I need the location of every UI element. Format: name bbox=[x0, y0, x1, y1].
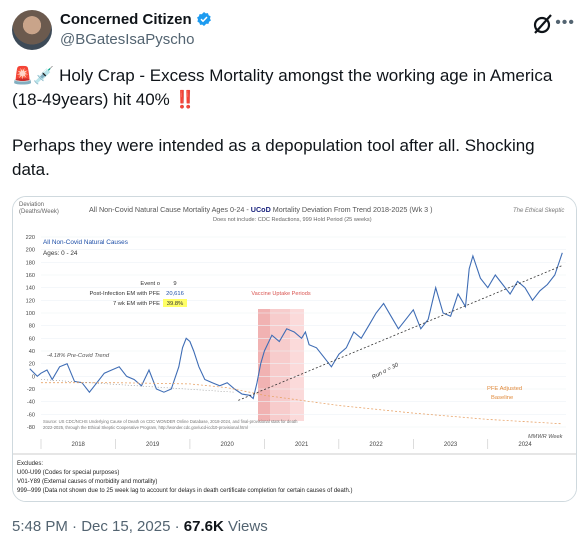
y-tick-label-9: 40 bbox=[29, 349, 35, 355]
more-options-icon[interactable]: ••• bbox=[555, 14, 575, 31]
y-tick-label-7: 80 bbox=[29, 324, 35, 330]
y-tick-label-11: 0 bbox=[32, 374, 35, 380]
vaccine-label: Vaccine Uptake Periods bbox=[251, 291, 310, 297]
y-tick-label-13: -40 bbox=[27, 400, 35, 406]
pfe-label-2: Baseline bbox=[491, 395, 513, 401]
x-year-label-6: 2024 bbox=[518, 442, 532, 448]
alert-syringe-emoji: 🚨💉 bbox=[12, 66, 55, 85]
double-exclamation-emoji: ‼️ bbox=[174, 90, 196, 109]
brand-label: The Ethical Skeptic bbox=[513, 208, 564, 214]
tweet-footer: 5:48 PM · Dec 15, 2025 · 67.6K Views bbox=[12, 518, 268, 535]
excludes-line-1: U00-U99 (Codes for special purposes) bbox=[17, 470, 119, 476]
y-tick-label-5: 120 bbox=[26, 298, 35, 304]
y-tick-label-15: -80 bbox=[27, 425, 35, 431]
stat-highlight bbox=[163, 299, 187, 307]
source-line-1: Source: US CDC/NCHS Underlying Cause of … bbox=[43, 419, 298, 424]
mmwr-week-label: MMWR Week bbox=[528, 434, 564, 440]
verified-badge-icon bbox=[197, 12, 211, 26]
excludes-line-0: Excludes: bbox=[17, 461, 43, 467]
series-label: All Non-Covid Natural Causes bbox=[43, 239, 128, 246]
stat-value-0: 9 bbox=[173, 281, 176, 287]
pre-covid-trend-label: -4.18% Pre-Covid Trend bbox=[47, 353, 110, 359]
y-tick-label-8: 60 bbox=[29, 336, 35, 342]
y-tick-label-6: 100 bbox=[26, 311, 35, 317]
views-label: Views bbox=[227, 518, 268, 535]
chart-subtitle: Does not include: CDC Redactions, 999 Ho… bbox=[213, 217, 372, 223]
y-axis-title-line1: Deviation bbox=[19, 202, 44, 208]
vaccine-uptake-band-2 bbox=[270, 309, 290, 421]
stat-value-2: 39.8% bbox=[167, 301, 183, 307]
source-line-2: 2022-2025, through the Ethical Skeptic C… bbox=[43, 425, 248, 430]
x-year-label-4: 2022 bbox=[369, 442, 383, 448]
timestamp[interactable]: 5:48 PM · Dec 15, 2025 · bbox=[12, 518, 180, 535]
x-year-label-2: 2020 bbox=[220, 442, 234, 448]
grok-icon[interactable] bbox=[531, 12, 555, 36]
views-count: 67.6K bbox=[183, 518, 224, 535]
tweet-text: 🚨💉 Holy Crap - Excess Mortality amongst … bbox=[12, 64, 572, 182]
stat-label-2: 7 wk EM with PFE bbox=[113, 301, 160, 307]
x-year-label-3: 2021 bbox=[295, 442, 309, 448]
x-year-label-5: 2023 bbox=[444, 442, 458, 448]
y-tick-label-14: -60 bbox=[27, 412, 35, 418]
y-tick-label-3: 160 bbox=[26, 273, 35, 279]
tweet-line-1: 🚨💉 Holy Crap - Excess Mortality amongst … bbox=[12, 64, 572, 112]
excludes-line-3: 999--999 (Data not shown due to 25 week … bbox=[17, 488, 353, 494]
tweet-line-1-text: Holy Crap - Excess Mortality amongst the… bbox=[12, 66, 553, 109]
stat-label-0: Event o bbox=[140, 281, 160, 287]
tweet-line-2: Perhaps they were intended as a depopula… bbox=[12, 136, 535, 179]
y-tick-label-1: 200 bbox=[26, 248, 35, 254]
excludes-line-2: V01-Y89 (External causes of morbidity an… bbox=[17, 479, 157, 485]
x-year-label-0: 2018 bbox=[72, 442, 86, 448]
avatar[interactable] bbox=[12, 10, 52, 50]
y-tick-label-0: 220 bbox=[26, 235, 35, 241]
y-tick-label-12: -20 bbox=[27, 387, 35, 393]
pfe-baseline-line bbox=[41, 382, 563, 425]
author-display-name[interactable]: Concerned Citizen bbox=[60, 11, 192, 28]
y-tick-label-2: 180 bbox=[26, 260, 35, 266]
chart-image[interactable]: 220 200 180 160 140 120 100 80 60 40 20 0 -20 -40 -60-… bbox=[12, 196, 577, 502]
stat-label-1: Post-Infection EM with PFE bbox=[89, 291, 160, 297]
vaccine-uptake-band-1 bbox=[258, 309, 270, 421]
y-tick-label-10: 20 bbox=[29, 362, 35, 368]
author-handle[interactable]: @BGatesIsaPyscho bbox=[60, 31, 195, 48]
x-year-label-1: 2019 bbox=[146, 442, 160, 448]
series-main-line bbox=[29, 252, 563, 400]
y-axis-title-line2: (Deaths/Week) bbox=[19, 209, 59, 215]
pfe-label-1: PFE Adjusted bbox=[487, 386, 522, 392]
ages-label: Ages: 0 - 24 bbox=[43, 250, 78, 257]
chart-title: All Non-Covid Natural Cause Mortality Ag… bbox=[89, 205, 433, 214]
mortality-chart: 220200180160140120100806040200-20-40-60-… bbox=[13, 197, 576, 501]
stat-value-1: 20,616 bbox=[166, 291, 184, 297]
y-tick-label-4: 140 bbox=[26, 286, 35, 292]
run-trend-line bbox=[238, 265, 563, 401]
